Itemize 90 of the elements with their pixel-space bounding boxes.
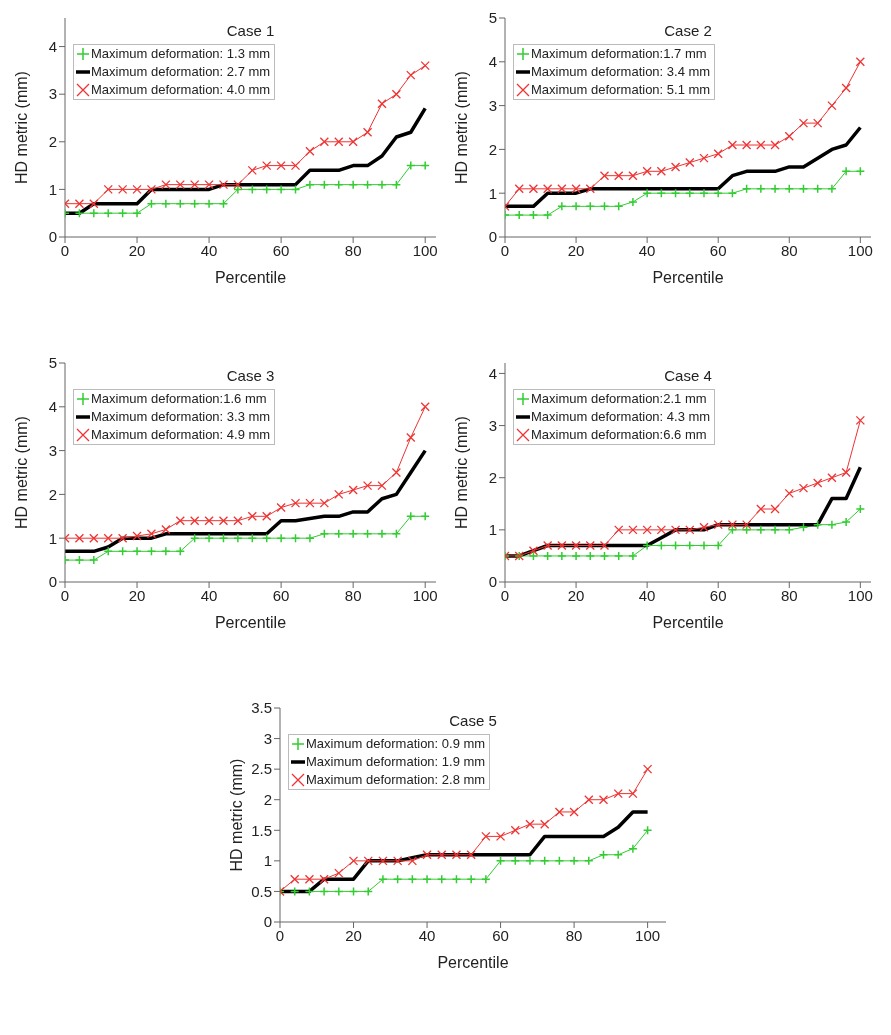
- y-tick-label: 3.5: [251, 699, 272, 717]
- y-axis-title: HD metric (mm): [452, 416, 470, 529]
- y-tick-label: 0: [48, 228, 57, 246]
- legend-label: Maximum deformation:1.7 mm: [531, 45, 707, 63]
- x-tick-label: 40: [638, 241, 656, 259]
- x-tick-label: 20: [128, 586, 146, 604]
- x-tick-label: 60: [709, 586, 727, 604]
- y-tick-label: 1: [48, 180, 57, 198]
- y-tick-label: 1: [263, 852, 272, 870]
- x-tick-label: 40: [200, 241, 218, 259]
- legend-label: Maximum deformation: 1.3 mm: [91, 45, 271, 63]
- y-tick-label: 4: [48, 37, 57, 55]
- y-tick-label: 2: [488, 140, 497, 158]
- x-tick-label: 0: [60, 586, 70, 604]
- y-tick-label: 2: [263, 791, 272, 809]
- x-axis-title: Percentile: [652, 614, 724, 631]
- y-tick-label: 0: [263, 913, 272, 931]
- x-tick-label: 60: [272, 241, 290, 259]
- legend-label: Maximum deformation: 1.9 mm: [306, 753, 486, 771]
- y-tick-label: 0: [488, 573, 497, 591]
- legend-label: Maximum deformation: 0.9 mm: [306, 735, 486, 753]
- x-tick-label: 80: [780, 241, 798, 259]
- y-tick-label: 3: [48, 85, 57, 103]
- x-tick-label: 0: [500, 241, 510, 259]
- x-tick-label: 60: [272, 586, 290, 604]
- x-axis-title: Percentile: [652, 269, 724, 286]
- y-axis-title: HD metric (mm): [452, 71, 470, 184]
- x-tick-label: 80: [344, 586, 362, 604]
- x-tick-label: 100: [412, 241, 438, 259]
- y-tick-label: 2: [488, 469, 497, 487]
- legend-label: Maximum deformation: 3.3 mm: [91, 408, 271, 426]
- chart-title: Case 2: [663, 22, 713, 39]
- x-tick-label: 40: [638, 586, 656, 604]
- x-tick-label: 80: [780, 586, 798, 604]
- x-tick-label: 60: [492, 926, 509, 944]
- x-tick-label: 0: [275, 926, 285, 944]
- x-tick-label: 100: [412, 586, 438, 604]
- legend-label: Maximum deformation: 4.3 mm: [531, 408, 711, 426]
- legend-label: Maximum deformation: 2.8 mm: [306, 771, 486, 789]
- y-tick-label: 4: [488, 53, 497, 71]
- x-tick-label: 60: [709, 241, 727, 259]
- x-tick-label: 80: [344, 241, 362, 259]
- legend-label: Maximum deformation:2.1 mm: [531, 390, 707, 408]
- x-axis-title: Percentile: [214, 269, 287, 286]
- y-tick-label: 5: [488, 9, 497, 27]
- y-tick-label: 3: [488, 96, 497, 114]
- x-tick-label: 40: [200, 586, 218, 604]
- x-tick-label: 20: [345, 926, 362, 944]
- x-tick-label: 100: [847, 241, 873, 259]
- y-tick-label: 0: [488, 228, 497, 246]
- chart-title: Case 3: [225, 367, 276, 384]
- y-tick-label: 2.5: [251, 760, 272, 778]
- y-tick-label: 4: [488, 364, 497, 382]
- y-tick-label: 1: [48, 529, 57, 547]
- y-tick-label: 3: [48, 441, 57, 459]
- y-tick-label: 3: [263, 729, 272, 747]
- legend-label: Maximum deformation: 3.4 mm: [531, 63, 711, 81]
- y-tick-label: 5: [48, 354, 57, 372]
- x-axis-title: Percentile: [214, 614, 287, 631]
- x-tick-label: 20: [128, 241, 146, 259]
- chart-title: Case 4: [663, 367, 713, 384]
- legend-label: Maximum deformation: 4.9 mm: [91, 426, 271, 444]
- legend-label: Maximum deformation:6.6 mm: [531, 426, 707, 444]
- x-tick-label: 0: [500, 586, 510, 604]
- y-tick-label: 1: [488, 521, 497, 539]
- y-axis-title: HD metric (mm): [12, 71, 30, 184]
- legend-label: Maximum deformation:1.6 mm: [91, 390, 267, 408]
- y-tick-label: 2: [48, 133, 57, 151]
- y-tick-label: 2: [48, 485, 57, 503]
- x-tick-label: 20: [567, 586, 585, 604]
- x-tick-label: 40: [418, 926, 436, 944]
- legend-label: Maximum deformation: 5.1 mm: [531, 81, 711, 99]
- legend-label: Maximum deformation: 2.7 mm: [91, 63, 271, 81]
- y-tick-label: 1: [488, 184, 497, 202]
- chart-title: Case 5: [448, 712, 498, 729]
- y-tick-label: 0: [48, 573, 57, 591]
- x-axis-title: Percentile: [437, 954, 509, 971]
- y-tick-label: 0.5: [251, 882, 272, 900]
- x-tick-label: 80: [565, 926, 583, 944]
- chart-title: Case 1: [225, 22, 276, 39]
- x-tick-label: 20: [567, 241, 585, 259]
- legend-label: Maximum deformation: 4.0 mm: [91, 81, 271, 99]
- y-tick-label: 4: [48, 398, 57, 416]
- x-tick-label: 100: [635, 926, 661, 944]
- y-axis-title: HD metric (mm): [227, 758, 245, 872]
- y-tick-label: 1.5: [251, 821, 272, 839]
- y-axis-title: HD metric (mm): [12, 416, 30, 529]
- x-tick-label: 0: [60, 241, 70, 259]
- x-tick-label: 100: [847, 586, 873, 604]
- y-tick-label: 3: [488, 416, 497, 434]
